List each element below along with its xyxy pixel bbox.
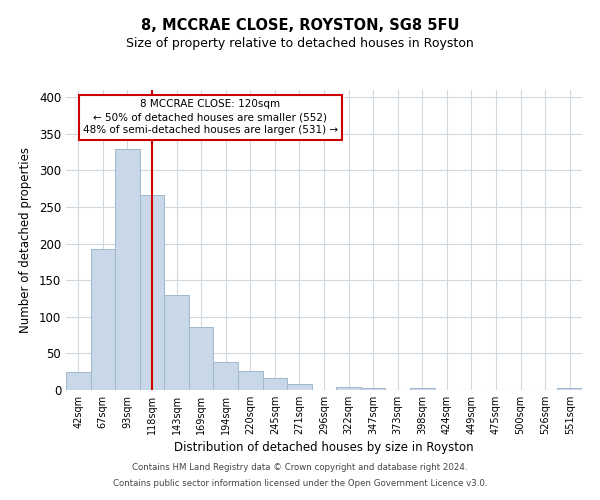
- Bar: [263, 378, 287, 390]
- Bar: [66, 372, 91, 390]
- X-axis label: Distribution of detached houses by size in Royston: Distribution of detached houses by size …: [174, 441, 474, 454]
- Bar: [410, 388, 434, 390]
- Y-axis label: Number of detached properties: Number of detached properties: [19, 147, 32, 333]
- Text: Size of property relative to detached houses in Royston: Size of property relative to detached ho…: [126, 38, 474, 51]
- Bar: [557, 388, 582, 390]
- Text: Contains public sector information licensed under the Open Government Licence v3: Contains public sector information licen…: [113, 478, 487, 488]
- Bar: [361, 388, 385, 390]
- Bar: [115, 150, 140, 390]
- Bar: [91, 249, 115, 390]
- Bar: [189, 327, 214, 390]
- Bar: [140, 196, 164, 390]
- Bar: [287, 384, 312, 390]
- Bar: [238, 371, 263, 390]
- Bar: [164, 295, 189, 390]
- Bar: [214, 362, 238, 390]
- Bar: [336, 387, 361, 390]
- Text: 8 MCCRAE CLOSE: 120sqm
← 50% of detached houses are smaller (552)
48% of semi-de: 8 MCCRAE CLOSE: 120sqm ← 50% of detached…: [83, 99, 338, 136]
- Text: Contains HM Land Registry data © Crown copyright and database right 2024.: Contains HM Land Registry data © Crown c…: [132, 464, 468, 472]
- Text: 8, MCCRAE CLOSE, ROYSTON, SG8 5FU: 8, MCCRAE CLOSE, ROYSTON, SG8 5FU: [141, 18, 459, 32]
